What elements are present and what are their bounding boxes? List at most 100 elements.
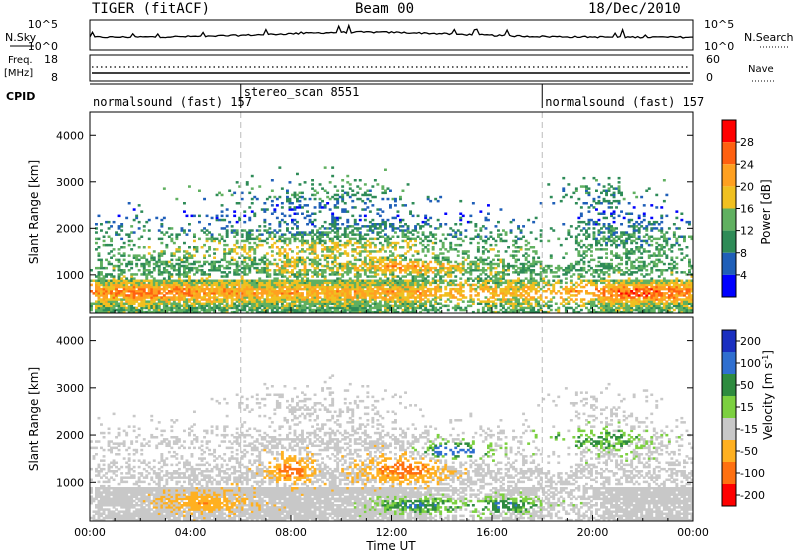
heatmap-cell xyxy=(122,304,126,308)
heatmap-cell xyxy=(190,294,194,297)
heatmap-cell xyxy=(338,296,342,299)
heatmap-cell xyxy=(137,269,141,272)
heatmap-cell xyxy=(331,294,335,297)
heatmap-cell xyxy=(338,294,342,297)
heatmap-cell xyxy=(301,212,304,215)
heatmap-cell xyxy=(177,271,181,274)
heatmap-cell xyxy=(439,296,443,299)
heatmap-cell xyxy=(318,287,322,291)
heatmap-cell xyxy=(228,252,232,255)
heatmap-cell xyxy=(240,239,244,243)
heatmap-cell xyxy=(449,279,453,282)
heatmap-cell xyxy=(321,302,325,305)
heatmap-cell xyxy=(110,262,114,266)
heatmap-cell xyxy=(517,298,521,301)
heatmap-cell xyxy=(569,262,573,266)
heatmap-cell xyxy=(361,225,365,228)
heatmap-cell xyxy=(243,290,247,293)
heatmap-cell xyxy=(180,310,184,314)
heatmap-cell xyxy=(336,277,340,280)
heatmap-cell xyxy=(162,260,166,264)
heatmap-cell xyxy=(218,233,222,236)
heatmap-cell xyxy=(205,279,209,282)
heatmap-cell xyxy=(248,233,252,236)
heatmap-cell xyxy=(399,300,402,303)
heatmap-cell xyxy=(404,290,408,293)
heatmap-cell xyxy=(303,281,307,285)
heatmap-cell xyxy=(338,277,342,280)
heatmap-cell xyxy=(225,260,229,264)
heatmap-cell xyxy=(419,300,423,303)
heatmap-cell xyxy=(368,300,372,303)
heatmap-cell xyxy=(255,283,259,287)
heatmap-cell xyxy=(476,248,480,251)
heatmap-cell xyxy=(180,283,184,287)
heatmap-cell xyxy=(203,292,207,295)
heatmap-cell xyxy=(401,204,405,207)
heatmap-cell xyxy=(213,239,217,243)
heatmap-cell xyxy=(223,281,227,285)
heatmap-cell xyxy=(102,298,106,301)
heatmap-cell xyxy=(243,283,247,287)
heatmap-cell xyxy=(308,214,312,218)
heatmap-cell xyxy=(117,292,121,295)
heatmap-cell xyxy=(95,292,98,295)
heatmap-cell xyxy=(313,206,317,209)
heatmap-cell xyxy=(346,300,350,303)
heatmap-cell xyxy=(356,223,360,226)
heatmap-cell xyxy=(431,233,435,236)
heatmap-cell xyxy=(223,283,227,287)
heatmap-cell xyxy=(471,202,475,205)
heatmap-cell xyxy=(544,275,548,278)
heatmap-cell xyxy=(353,304,357,308)
heatmap-cell xyxy=(431,271,435,274)
heatmap-cell xyxy=(95,287,98,291)
heatmap-cell xyxy=(547,310,551,314)
heatmap-cell xyxy=(275,304,279,308)
heatmap-cell xyxy=(416,287,420,291)
heatmap-cell xyxy=(97,277,101,280)
heatmap-cell xyxy=(519,246,523,249)
heatmap-cell xyxy=(213,237,217,241)
heatmap-cell xyxy=(107,285,111,289)
heatmap-cell xyxy=(235,283,239,287)
heatmap-cell xyxy=(120,300,124,303)
heatmap-cell xyxy=(296,264,299,268)
heatmap-cell xyxy=(441,241,445,245)
heatmap-cell xyxy=(132,254,136,257)
heatmap-cell xyxy=(185,310,189,314)
heatmap-cell xyxy=(268,279,272,282)
heatmap-cell xyxy=(170,252,174,255)
heatmap-cell xyxy=(296,197,299,201)
heatmap-cell xyxy=(323,256,327,259)
heatmap-cell xyxy=(499,281,503,285)
heatmap-cell xyxy=(341,308,345,312)
heatmap-cell xyxy=(436,285,440,289)
heatmap-cell xyxy=(160,262,164,266)
heatmap-cell xyxy=(240,260,244,264)
heatmap-cell xyxy=(466,250,470,253)
heatmap-cell xyxy=(100,294,103,297)
heatmap-cell xyxy=(527,260,531,264)
heatmap-cell xyxy=(409,264,413,268)
heatmap-cell xyxy=(419,227,423,230)
heatmap-cell xyxy=(127,281,131,285)
heatmap-cell xyxy=(195,300,199,303)
heatmap-cell xyxy=(228,279,232,282)
heatmap-cell xyxy=(358,235,362,238)
heatmap-cell xyxy=(97,271,101,274)
heatmap-cell xyxy=(574,202,578,205)
heatmap-cell xyxy=(391,197,395,201)
heatmap-cell xyxy=(454,304,458,308)
heatmap-cell xyxy=(426,298,430,301)
heatmap-cell xyxy=(188,281,191,285)
heatmap-cell xyxy=(117,275,121,278)
heatmap-cell xyxy=(278,290,282,293)
heatmap-cell xyxy=(255,197,259,201)
heatmap-cell xyxy=(497,258,500,262)
heatmap-cell xyxy=(547,266,551,270)
heatmap-cell xyxy=(250,302,254,305)
heatmap-cell xyxy=(265,231,269,234)
heatmap-cell xyxy=(301,233,304,236)
heatmap-cell xyxy=(97,302,101,305)
